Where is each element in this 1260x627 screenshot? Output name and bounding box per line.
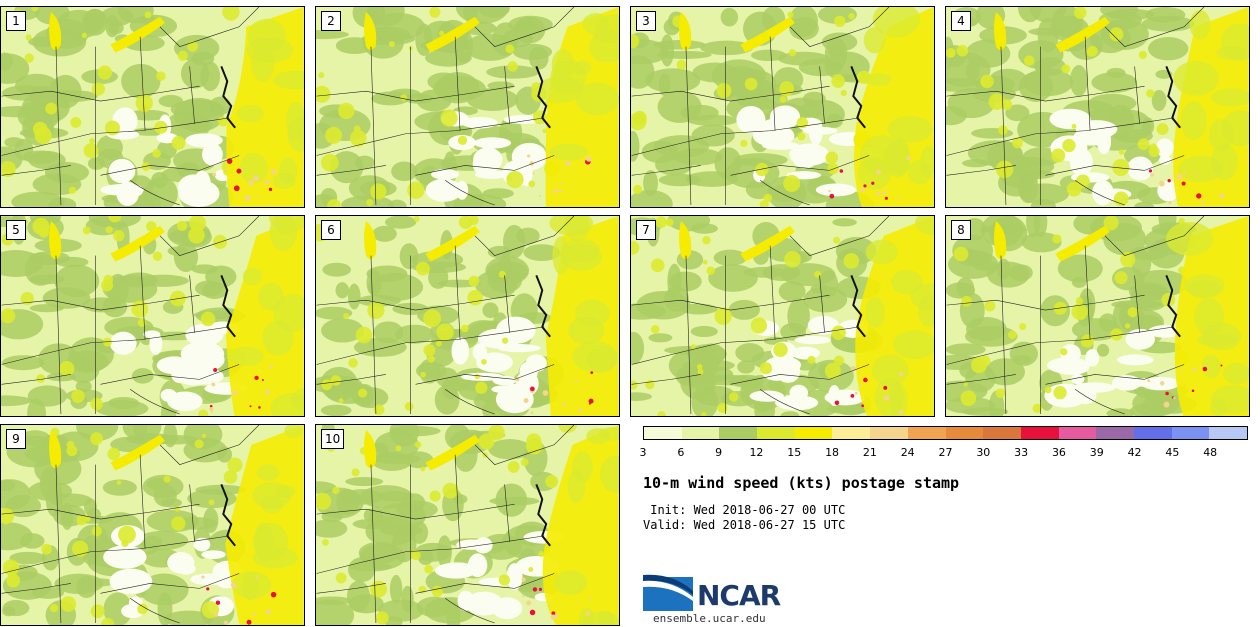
colorbar-tick-label: 48 (1203, 446, 1218, 459)
stamp-panel: 5 (0, 215, 305, 417)
colorbar-tick-label: 36 (1051, 446, 1066, 459)
panel-number-label: 5 (6, 220, 26, 240)
colorbar-tick-label: 39 (1089, 446, 1104, 459)
stamp-panel: 10 (315, 424, 620, 626)
panel-number-label: 6 (321, 220, 341, 240)
stamp-panel: 2 (315, 6, 620, 208)
colorbar (643, 426, 1248, 440)
colorbar-tick-label: 12 (749, 446, 764, 459)
stamp-panel: 9 (0, 424, 305, 626)
colorbar-tick-labels: 3 6 9 12 15 18 21 24 27 30 33 36 39 42 45 48 (639, 446, 1248, 460)
colorbar-segment (1058, 427, 1097, 439)
colorbar-tick-label: 15 (787, 446, 802, 459)
colorbar-segment (794, 427, 833, 439)
panel-number-label: 2 (321, 11, 341, 31)
logo-url: ensemble.ucar.edu (653, 612, 766, 625)
colorbar-segment (870, 427, 908, 439)
colorbar-segment (1096, 427, 1134, 439)
panel-number-label: 10 (321, 429, 345, 449)
colorbar-segment (832, 427, 871, 439)
colorbar-tick-label: 45 (1165, 446, 1180, 459)
colorbar-segment (644, 427, 682, 439)
colorbar-segment (983, 427, 1021, 439)
panel-number-label: 3 (636, 11, 656, 31)
panel-number-label: 9 (6, 429, 26, 449)
colorbar-tick-label: 27 (938, 446, 953, 459)
colorbar-tick-label: 3 (639, 446, 647, 459)
colorbar-tick-label: 33 (1014, 446, 1029, 459)
colorbar-segment (945, 427, 984, 439)
panel-number-label: 7 (636, 220, 656, 240)
colorbar-tick-label: 42 (1127, 446, 1142, 459)
panel-number-label: 8 (951, 220, 971, 240)
figure-title: 10-m wind speed (kts) postage stamp (643, 474, 960, 492)
colorbar-segment (1209, 427, 1247, 439)
colorbar-segment (719, 427, 758, 439)
stamp-panel: 3 (630, 6, 935, 208)
panel-number-label: 1 (6, 11, 26, 31)
colorbar-segment (907, 427, 946, 439)
stamp-panel: 1 (0, 6, 305, 208)
colorbar-tick-label: 18 (825, 446, 840, 459)
colorbar-tick-label: 24 (900, 446, 915, 459)
panel-number-label: 4 (951, 11, 971, 31)
stamp-panel: 6 (315, 215, 620, 417)
colorbar-tick-label: 9 (715, 446, 723, 459)
stamp-panel: 7 (630, 215, 935, 417)
stamp-panel: 8 (945, 215, 1250, 417)
colorbar-segment (1020, 427, 1059, 439)
colorbar-segment (681, 427, 720, 439)
colorbar-tick-label: 21 (862, 446, 877, 459)
stamp-panel: 4 (945, 6, 1250, 208)
logo-text: NCAR (697, 579, 781, 612)
colorbar-tick-label: 30 (976, 446, 991, 459)
ncar-logo-icon (643, 574, 693, 611)
colorbar-segment (757, 427, 795, 439)
colorbar-tick-label: 6 (677, 446, 685, 459)
valid-time: Valid: Wed 2018-06-27 15 UTC (643, 518, 846, 532)
colorbar-segment (1133, 427, 1172, 439)
colorbar-segment (1171, 427, 1210, 439)
init-time: Init: Wed 2018-06-27 00 UTC (643, 503, 846, 517)
